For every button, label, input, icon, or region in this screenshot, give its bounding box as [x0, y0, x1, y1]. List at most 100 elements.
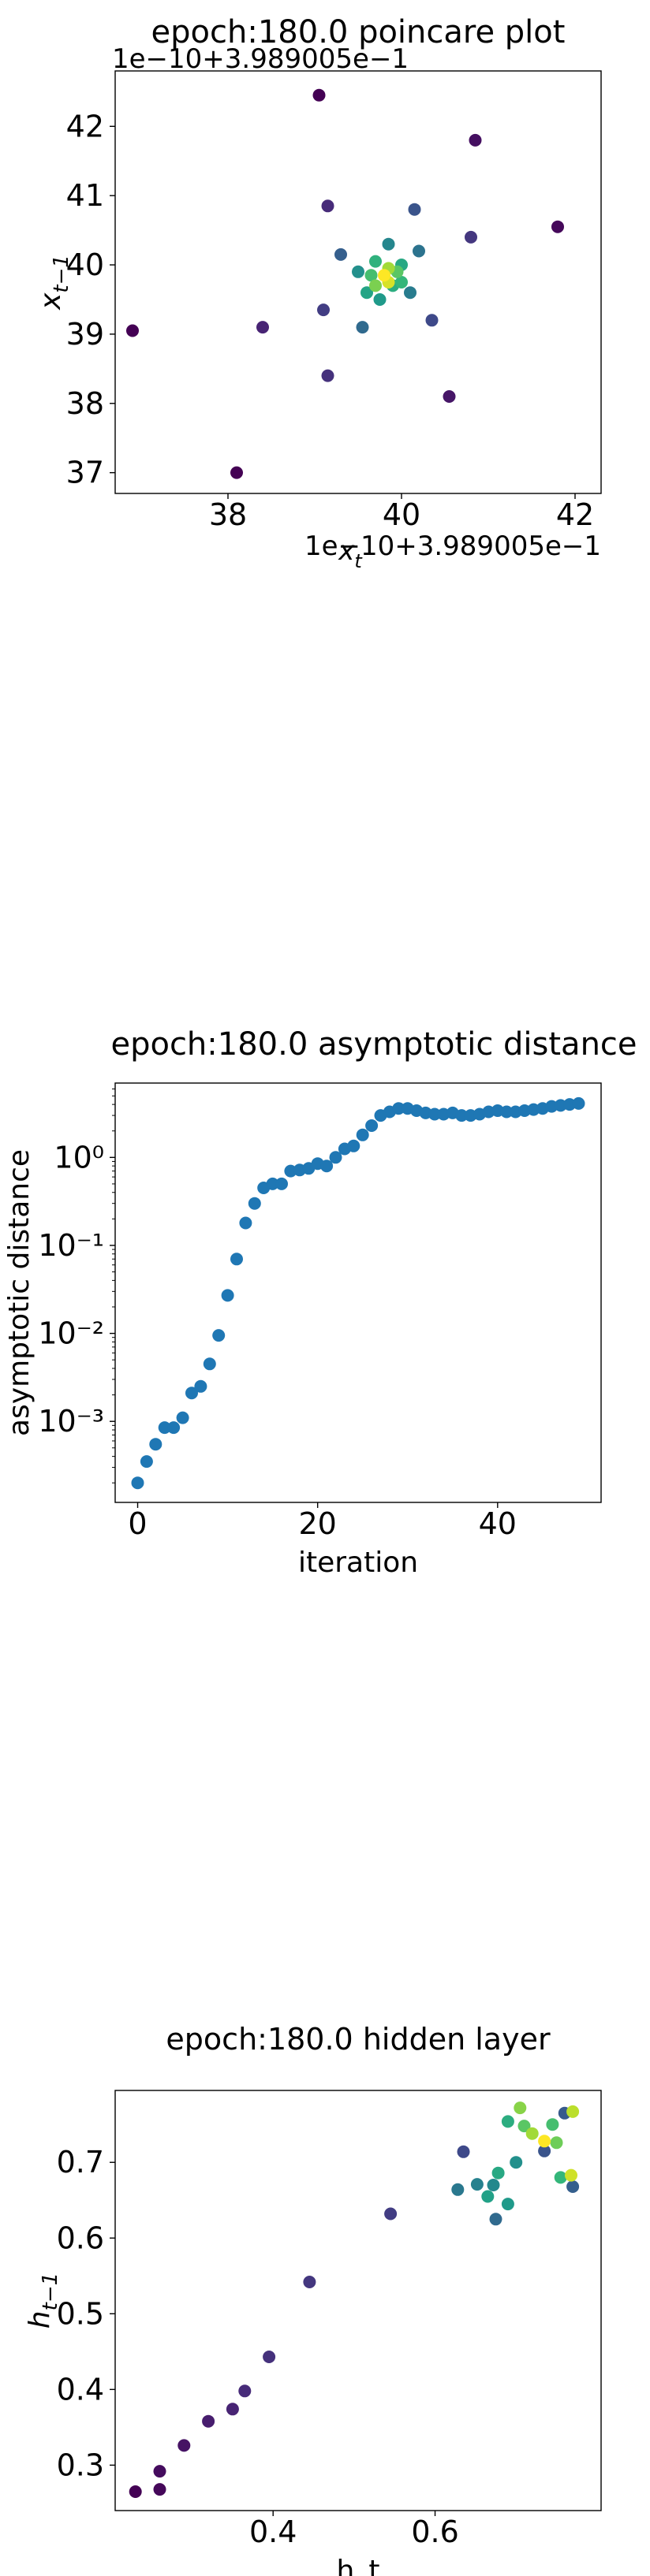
scatter-point [347, 1139, 360, 1152]
scatter-point [275, 1177, 288, 1190]
y-tick-label: 0.7 [57, 2145, 104, 2180]
scatter-point [356, 1128, 369, 1141]
scatter-point [177, 2439, 191, 2452]
scatter-point [500, 1105, 514, 1119]
scatter-point [153, 2483, 166, 2496]
scatter-point [230, 466, 243, 479]
scatter-point [320, 1160, 334, 1173]
y-axis-label: ht−1 [24, 2273, 62, 2328]
scatter-point [369, 255, 382, 268]
scatter-point [303, 2276, 316, 2288]
scatter-point [510, 2156, 523, 2169]
y-tick-label: 10⁻¹ [38, 1228, 104, 1263]
scatter-point [382, 237, 395, 251]
scatter-point [153, 2465, 166, 2478]
scatter-point [465, 230, 477, 244]
scatter-point [392, 1102, 405, 1115]
scatter-point [221, 1289, 234, 1302]
x-axis-label: xt [338, 535, 363, 572]
x-tick-label: 40 [479, 1506, 517, 1541]
y-tick-label: 39 [66, 317, 104, 352]
scatter-point [364, 269, 378, 282]
x-tick-label: 38 [209, 497, 247, 532]
scatter-point [546, 2118, 559, 2131]
y-tick-label: 42 [66, 109, 104, 143]
x-tick-label: 0 [128, 1506, 147, 1541]
y-axis-label: xt−1 [35, 255, 73, 311]
scatter-point [176, 1411, 189, 1424]
scatter-point [238, 2384, 252, 2398]
scatter-point [194, 1379, 207, 1393]
scatter-point [352, 265, 364, 278]
y-tick-label: 0.6 [57, 2220, 104, 2255]
scatter-point [360, 286, 373, 300]
scatter-point [140, 1455, 153, 1469]
scatter-point [329, 1151, 342, 1164]
scatter-point [149, 1438, 162, 1451]
scatter-point [481, 2190, 495, 2203]
plot-frame [114, 2090, 602, 2511]
scatter-point [550, 2136, 563, 2150]
scatter-point [369, 279, 382, 292]
scatter-point [514, 2101, 527, 2115]
y-tick-label: 40 [66, 248, 104, 282]
scatter-point [203, 1357, 216, 1371]
x-offset-label: 1e−10+3.989005e−1 [304, 530, 601, 562]
scatter-point [404, 286, 417, 300]
scatter-point [248, 1197, 261, 1210]
scatter-point [202, 2414, 215, 2428]
scatter-point [321, 199, 334, 213]
scatter-point [365, 1119, 379, 1132]
scatter-point [525, 2127, 539, 2140]
scatter-point [356, 321, 369, 334]
scatter-point [129, 2485, 142, 2498]
scatter-point [413, 244, 425, 258]
y-tick-label: 38 [66, 386, 104, 421]
scatter-point [185, 1387, 198, 1400]
scatter-point [317, 303, 330, 317]
x-tick-label: 0.6 [411, 2515, 458, 2549]
plot-frame [114, 1082, 602, 1503]
scatter-point [565, 2168, 577, 2182]
scatter-point [487, 2179, 500, 2191]
scatter-point [131, 1476, 144, 1490]
scatter-point [455, 1109, 469, 1122]
scatter-point [126, 324, 139, 337]
scatter-point [538, 2144, 551, 2157]
scatter-point [263, 2351, 276, 2363]
scatter-point [158, 1421, 171, 1435]
scatter-point [334, 248, 347, 261]
scatter-point [501, 2198, 514, 2211]
y-tick-label: 0.3 [57, 2448, 104, 2482]
scatter-point [167, 1421, 181, 1435]
scatter-point [425, 314, 439, 327]
scatter-point [551, 220, 564, 233]
chart-title: epoch:180.0 hidden layer [166, 2022, 551, 2057]
scatter-point [572, 1096, 585, 1110]
scatter-point [395, 276, 408, 288]
scatter-point [443, 390, 456, 403]
scatter-point [226, 2403, 239, 2416]
y-tick-label: 0.4 [57, 2372, 104, 2407]
x-axis-label: iteration [298, 1547, 418, 1579]
scatter-point [312, 88, 326, 102]
x-tick-label: 20 [298, 1506, 336, 1541]
scatter-point [373, 293, 387, 306]
scatter-point [451, 2183, 465, 2196]
scatter-point [384, 2207, 398, 2220]
scatter-point [566, 2180, 580, 2193]
scatter-point [212, 1329, 226, 1342]
scatter-point [501, 2115, 514, 2128]
scatter-point [538, 2135, 551, 2148]
y-tick-label: 41 [66, 178, 104, 213]
y-tick-label: 10⁻² [38, 1316, 104, 1351]
y-tick-label: 37 [66, 456, 104, 490]
plot-frame [114, 70, 602, 494]
y-tick-label: 10⁻³ [38, 1404, 104, 1439]
scatter-point [239, 1216, 252, 1230]
chart-title: epoch:180.0 asymptotic distance [110, 1026, 637, 1063]
y-axis-label: asymptotic distance [3, 1149, 35, 1436]
scatter-point [378, 269, 390, 282]
scatter-point [230, 1253, 243, 1266]
